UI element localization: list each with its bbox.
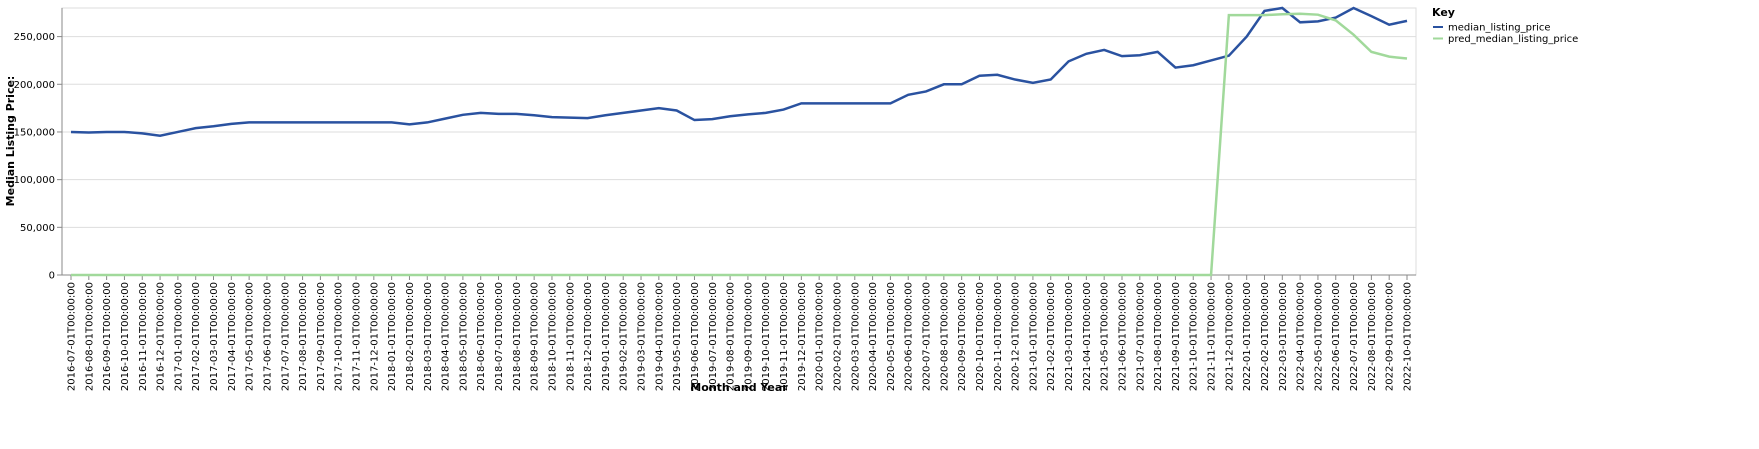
x-tick-label: 2019-04-01T00:00:00 — [654, 282, 665, 391]
x-tick-label: 2017-09-01T00:00:00 — [316, 282, 327, 391]
x-tick-label: 2018-12-01T00:00:00 — [583, 282, 594, 391]
x-tick-label: 2017-06-01T00:00:00 — [262, 282, 273, 391]
x-tick-label: 2017-08-01T00:00:00 — [298, 282, 309, 391]
x-tick-label: 2018-07-01T00:00:00 — [494, 282, 505, 391]
x-tick-label: 2017-05-01T00:00:00 — [245, 282, 256, 391]
x-tick-label: 2019-09-01T00:00:00 — [743, 282, 754, 391]
legend-label: pred_median_listing_price — [1448, 34, 1578, 45]
y-tick-label: 100,000 — [14, 175, 55, 186]
x-tick-label: 2019-03-01T00:00:00 — [637, 282, 648, 391]
x-tick-label: 2020-01-01T00:00:00 — [815, 282, 826, 391]
x-tick-label: 2020-07-01T00:00:00 — [922, 282, 933, 391]
x-tick-label: 2020-12-01T00:00:00 — [1011, 282, 1022, 391]
x-tick-label: 2020-10-01T00:00:00 — [975, 282, 986, 391]
x-tick-label: 2018-02-01T00:00:00 — [405, 282, 416, 391]
x-tick-label: 2018-08-01T00:00:00 — [512, 282, 523, 391]
y-tick-label: 200,000 — [14, 80, 55, 91]
x-tick-label: 2019-08-01T00:00:00 — [726, 282, 737, 391]
x-tick-label: 2018-09-01T00:00:00 — [530, 282, 541, 391]
x-tick-label: 2016-08-01T00:00:00 — [84, 282, 95, 391]
x-tick-label: 2022-04-01T00:00:00 — [1296, 282, 1307, 391]
x-tick-label: 2018-01-01T00:00:00 — [387, 282, 398, 391]
x-axis-title: Month and Year — [690, 381, 788, 394]
x-tick-label: 2021-02-01T00:00:00 — [1046, 282, 1057, 391]
x-tick-label: 2017-12-01T00:00:00 — [369, 282, 380, 391]
x-tick-label: 2019-01-01T00:00:00 — [601, 282, 612, 391]
x-tick-label: 2016-10-01T00:00:00 — [120, 282, 131, 391]
x-tick-label: 2021-05-01T00:00:00 — [1100, 282, 1111, 391]
x-tick-label: 2019-10-01T00:00:00 — [761, 282, 772, 391]
x-tick-label: 2020-06-01T00:00:00 — [904, 282, 915, 391]
x-tick-label: 2018-03-01T00:00:00 — [423, 282, 434, 391]
x-tick-label: 2016-11-01T00:00:00 — [138, 282, 149, 391]
x-tick-label: 2020-08-01T00:00:00 — [939, 282, 950, 391]
x-tick-label: 2016-09-01T00:00:00 — [102, 282, 113, 391]
x-tick-label: 2022-03-01T00:00:00 — [1278, 282, 1289, 391]
y-tick-label: 50,000 — [20, 223, 55, 234]
x-tick-label: 2017-10-01T00:00:00 — [334, 282, 345, 391]
x-tick-label: 2021-01-01T00:00:00 — [1028, 282, 1039, 391]
y-axis-title: Median Listing Price: — [4, 76, 17, 207]
x-tick-label: 2022-06-01T00:00:00 — [1331, 282, 1342, 391]
x-tick-label: 2020-11-01T00:00:00 — [993, 282, 1004, 391]
x-tick-label: 2022-09-01T00:00:00 — [1385, 282, 1396, 391]
x-tick-label: 2018-11-01T00:00:00 — [565, 282, 576, 391]
x-tick-label: 2021-07-01T00:00:00 — [1135, 282, 1146, 391]
x-tick-label: 2017-02-01T00:00:00 — [191, 282, 202, 391]
x-tick-label: 2020-03-01T00:00:00 — [850, 282, 861, 391]
y-tick-label: 250,000 — [14, 32, 55, 43]
x-tick-label: 2022-07-01T00:00:00 — [1349, 282, 1360, 391]
x-tick-label: 2019-02-01T00:00:00 — [619, 282, 630, 391]
x-tick-label: 2020-09-01T00:00:00 — [957, 282, 968, 391]
x-tick-label: 2017-03-01T00:00:00 — [209, 282, 220, 391]
x-tick-label: 2021-04-01T00:00:00 — [1082, 282, 1093, 391]
x-tick-label: 2021-09-01T00:00:00 — [1171, 282, 1182, 391]
x-tick-label: 2020-05-01T00:00:00 — [886, 282, 897, 391]
x-tick-label: 2021-08-01T00:00:00 — [1153, 282, 1164, 391]
x-tick-label: 2017-04-01T00:00:00 — [227, 282, 238, 391]
x-tick-label: 2019-06-01T00:00:00 — [690, 282, 701, 391]
x-tick-label: 2021-10-01T00:00:00 — [1189, 282, 1200, 391]
series-line — [71, 12, 1408, 277]
series-line — [70, 6, 1408, 138]
x-tick-label: 2021-11-01T00:00:00 — [1207, 282, 1218, 391]
x-tick-label: 2017-07-01T00:00:00 — [280, 282, 291, 391]
x-tick-label: 2019-12-01T00:00:00 — [797, 282, 808, 391]
x-tick-label: 2019-07-01T00:00:00 — [708, 282, 719, 391]
x-tick-label: 2022-01-01T00:00:00 — [1242, 282, 1253, 391]
x-tick-label: 2022-05-01T00:00:00 — [1313, 282, 1324, 391]
x-tick-label: 2018-10-01T00:00:00 — [547, 282, 558, 391]
legend-label: median_listing_price — [1448, 23, 1551, 34]
x-tick-label: 2021-06-01T00:00:00 — [1117, 282, 1128, 391]
x-tick-label: 2021-03-01T00:00:00 — [1064, 282, 1075, 391]
legend-title: Key — [1432, 6, 1455, 19]
x-tick-label: 2020-04-01T00:00:00 — [868, 282, 879, 391]
x-tick-label: 2017-11-01T00:00:00 — [352, 282, 363, 391]
x-tick-label: 2022-08-01T00:00:00 — [1367, 282, 1378, 391]
x-tick-label: 2018-04-01T00:00:00 — [441, 282, 452, 391]
x-tick-label: 2016-12-01T00:00:00 — [156, 282, 167, 391]
x-tick-label: 2018-05-01T00:00:00 — [458, 282, 469, 391]
x-tick-label: 2019-11-01T00:00:00 — [779, 282, 790, 391]
y-tick-label: 0 — [49, 271, 55, 282]
x-tick-label: 2022-02-01T00:00:00 — [1260, 282, 1271, 391]
x-tick-label: 2018-06-01T00:00:00 — [476, 282, 487, 391]
x-tick-label: 2017-01-01T00:00:00 — [173, 282, 184, 391]
x-tick-label: 2016-07-01T00:00:00 — [67, 282, 78, 391]
x-tick-label: 2020-02-01T00:00:00 — [832, 282, 843, 391]
x-tick-label: 2019-05-01T00:00:00 — [672, 282, 683, 391]
x-tick-label: 2021-12-01T00:00:00 — [1224, 282, 1235, 391]
x-tick-label: 2022-10-01T00:00:00 — [1403, 282, 1414, 391]
y-tick-label: 150,000 — [14, 127, 55, 138]
